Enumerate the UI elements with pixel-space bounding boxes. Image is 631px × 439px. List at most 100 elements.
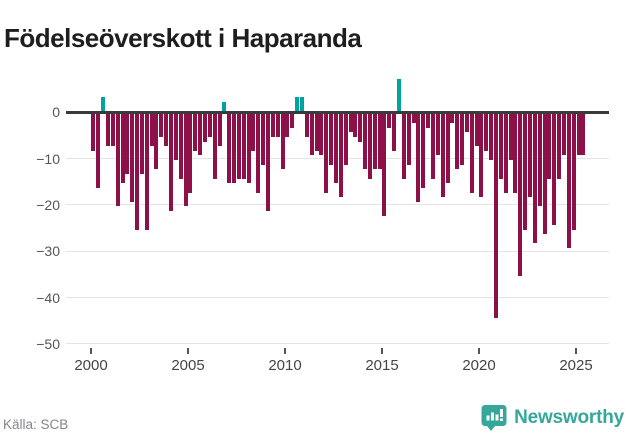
- bar: [105, 113, 110, 147]
- gridline: [66, 250, 609, 252]
- bar: [227, 113, 232, 184]
- bar: [202, 113, 207, 142]
- bar: [290, 113, 295, 128]
- bar: [304, 113, 309, 137]
- bar: [338, 113, 343, 198]
- bar: [537, 113, 542, 207]
- bar: [319, 113, 324, 156]
- bar: [455, 113, 460, 170]
- bar: [159, 113, 164, 137]
- bar: [498, 113, 503, 179]
- bar: [367, 113, 372, 179]
- bar: [464, 113, 469, 133]
- bar: [513, 113, 518, 193]
- x-tick-mark: [187, 348, 189, 354]
- bar: [232, 113, 237, 184]
- newsworthy-logo[interactable]: Newsworthy: [481, 403, 624, 433]
- bar: [576, 113, 581, 156]
- bar: [144, 113, 149, 230]
- bar: [333, 113, 338, 184]
- source-note: Källa: SCB: [3, 417, 69, 432]
- zero-axis-line: [66, 110, 609, 114]
- bar: [246, 113, 251, 184]
- bar: [382, 113, 387, 216]
- bar: [217, 113, 222, 147]
- gridline: [66, 343, 609, 345]
- y-tick-label: −50: [36, 335, 60, 352]
- gridline: [66, 297, 609, 298]
- bar: [329, 113, 334, 165]
- bar: [348, 113, 353, 133]
- y-tick-label: −40: [36, 289, 60, 306]
- bar: [372, 113, 377, 170]
- bar: [474, 113, 479, 147]
- bar: [518, 113, 523, 276]
- bar: [120, 113, 125, 184]
- y-tick-label: −10: [36, 150, 60, 167]
- bar: [149, 113, 154, 147]
- bar: [430, 113, 435, 179]
- x-tick-mark: [478, 348, 480, 354]
- bar: [251, 113, 256, 151]
- bar: [169, 113, 174, 212]
- x-tick-mark: [381, 348, 383, 354]
- bar: [212, 113, 217, 179]
- bar: [91, 113, 96, 151]
- gridline: [66, 204, 609, 206]
- bar: [154, 113, 159, 170]
- x-tick-mark: [90, 348, 92, 354]
- x-tick-label: 2025: [559, 357, 593, 374]
- bar: [489, 113, 494, 161]
- bar: [450, 113, 455, 124]
- bar: [270, 113, 275, 137]
- bar: [566, 113, 571, 249]
- bar: [324, 113, 329, 193]
- bar: [561, 113, 566, 156]
- bar: [207, 113, 212, 137]
- bar: [135, 113, 140, 230]
- bar: [411, 113, 416, 124]
- bar: [440, 113, 445, 198]
- x-tick-label: 2015: [365, 357, 399, 374]
- bar: [494, 113, 499, 318]
- bar: [508, 113, 513, 161]
- x-tick-label: 2005: [171, 357, 205, 374]
- bar: [241, 113, 246, 179]
- x-tick-label: 2010: [268, 357, 302, 374]
- bar: [532, 113, 537, 244]
- bar: [397, 78, 401, 112]
- bar: [363, 113, 368, 170]
- bar: [426, 113, 431, 128]
- bar: [139, 113, 144, 174]
- bar: [387, 113, 392, 128]
- bar: [421, 113, 426, 188]
- x-tick-mark: [284, 348, 286, 354]
- y-tick-label: −30: [36, 243, 60, 260]
- bar: [343, 113, 348, 165]
- y-tick-label: −20: [36, 196, 60, 213]
- bar: [377, 113, 382, 170]
- bar: [309, 113, 314, 156]
- bar: [299, 97, 304, 112]
- bar: [183, 113, 188, 207]
- bar: [547, 113, 552, 179]
- bar: [557, 113, 562, 179]
- bar: [416, 113, 421, 202]
- newsworthy-logo-label: Newsworthy: [514, 407, 624, 428]
- bar: [392, 113, 397, 151]
- bar: [401, 113, 406, 179]
- bar: [188, 113, 193, 193]
- bar: [406, 113, 411, 165]
- bar: [261, 113, 266, 165]
- bar: [125, 113, 130, 174]
- bar: [222, 102, 227, 112]
- bar: [96, 113, 101, 188]
- bar: [523, 113, 528, 230]
- bar: [115, 113, 120, 207]
- bar: [314, 113, 319, 151]
- bar: [542, 113, 547, 235]
- bar: [266, 113, 271, 212]
- bar: [193, 113, 198, 151]
